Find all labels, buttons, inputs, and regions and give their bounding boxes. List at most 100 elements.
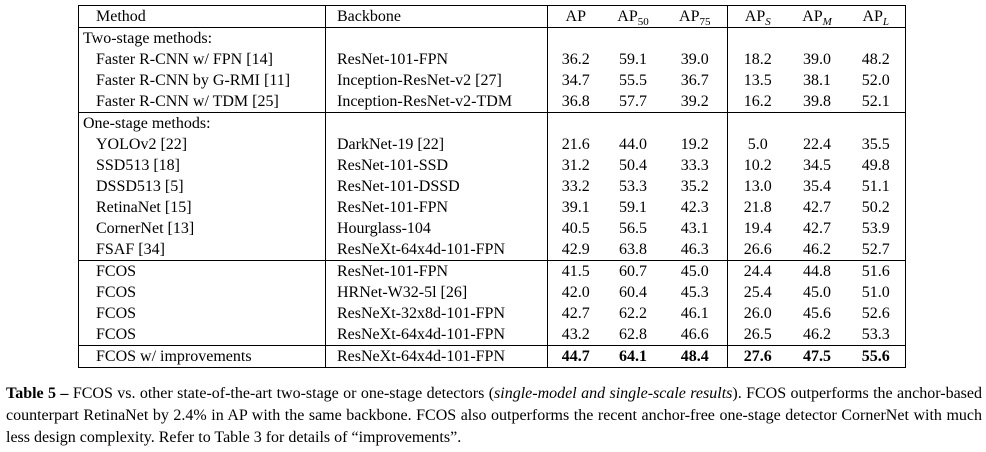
empty-cell [662, 27, 728, 49]
backbone-cell: ResNet-101-FPN [325, 49, 548, 70]
value-cell: 60.4 [619, 284, 647, 301]
empty-cell [846, 112, 906, 134]
value-cell: 36.8 [547, 91, 604, 113]
header-cell: APS [727, 5, 788, 29]
method-cell: Faster R-CNN w/ TDM [25] [78, 91, 326, 113]
method-cell: FCOS [78, 303, 326, 324]
value-cell: 38.1 [803, 72, 831, 89]
backbone-cell: ResNet-101-FPN [325, 197, 548, 218]
header-cell: AP [547, 5, 604, 28]
value-cell: 46.2 [787, 324, 847, 346]
empty-cell [325, 112, 548, 134]
backbone-cell: Hourglass-104 [325, 218, 548, 239]
value-cell: 35.2 [662, 176, 728, 197]
header-subscript: M [822, 16, 832, 29]
caption: Table 5 – FCOS vs. other state-of-the-ar… [6, 383, 982, 449]
value-cell: 46.2 [787, 239, 847, 261]
header-text: Backbone [337, 8, 401, 25]
data-row: FSAF [34] ResNeXt-64x4d-101-FPN 42.9 63.8 46… [78, 239, 906, 261]
value-cell: 34.5 [803, 157, 831, 174]
value-cell: 39.0 [662, 49, 728, 70]
value-cell: 53.3 [846, 324, 906, 346]
method-cell: FCOS [78, 260, 326, 282]
value-cell: 44.0 [619, 136, 647, 153]
table-body: Method Backbone AP AP50 AP75 APS APM APL Two-sta… [78, 5, 906, 368]
header-cell: APM [787, 5, 847, 29]
method-cell: CornerNet [13] [78, 218, 326, 239]
header-cell: APL [846, 5, 906, 29]
method-cell: FCOS [78, 324, 326, 346]
header-subscript: S [765, 16, 771, 29]
empty-cell [846, 27, 906, 49]
value-cell: 40.5 [561, 220, 590, 237]
value-cell: 50.2 [846, 197, 906, 218]
value-cell: 16.2 [727, 91, 788, 113]
data-row: SSD513 [18] ResNet-101-SSD 31.2 50.4 33.3 10.… [78, 155, 906, 176]
value-cell: 35.4 [803, 178, 831, 195]
empty-cell [548, 113, 604, 135]
caption-italic: single-model and single-scale results [494, 385, 733, 402]
value-cell: 50.4 [619, 157, 647, 174]
value-cell: 39.0 [803, 51, 831, 68]
header-text: AP [802, 8, 823, 25]
value-cell: 62.2 [619, 305, 647, 322]
value-cell: 56.5 [619, 220, 647, 237]
value-cell: 45.3 [662, 282, 728, 303]
backbone-cell: ResNet-101-SSD [325, 155, 548, 176]
value-cell: 52.7 [846, 239, 906, 261]
header-text: AP [862, 8, 883, 25]
value-cell: 49.8 [846, 155, 906, 176]
value-cell: 46.6 [662, 324, 728, 346]
method-cell: FCOS [78, 282, 326, 303]
value-cell: 13.5 [743, 72, 772, 89]
data-row: Faster R-CNN by G-RMI [11] Inception-ResN… [78, 70, 906, 91]
data-row: FCOS w/ improvements ResNeXt-64x4d-101-FP… [78, 345, 906, 368]
empty-cell [788, 28, 847, 50]
value-cell: 36.2 [561, 51, 590, 68]
value-cell: 52.6 [846, 303, 906, 324]
method-cell: SSD513 [18] [78, 155, 326, 176]
section-row: One-stage methods: [78, 112, 906, 135]
header-cell: Method [78, 5, 326, 28]
value-cell: 48.2 [846, 49, 906, 70]
backbone-cell: ResNet-101-DSSD [325, 176, 548, 197]
method-cell: Faster R-CNN by G-RMI [11] [78, 70, 326, 91]
method-cell: FSAF [34] [78, 239, 326, 261]
empty-cell [728, 113, 788, 135]
value-cell: 42.3 [662, 197, 728, 218]
value-cell: 42.9 [547, 239, 604, 261]
value-cell: 33.3 [662, 155, 728, 176]
data-row: RetinaNet [15] ResNet-101-FPN 39.1 59.1 42.3… [78, 197, 906, 218]
data-row: YOLOv2 [22] DarkNet-19 [22] 21.6 44.0 19.2 5.… [78, 134, 906, 155]
backbone-cell: ResNeXt-64x4d-101-FPN [325, 239, 548, 261]
value-cell: 64.1 [603, 345, 663, 368]
header-text: AP [744, 8, 766, 25]
backbone-cell: ResNeXt-64x4d-101-FPN [325, 324, 548, 346]
data-row: DSSD513 [5] ResNet-101-DSSD 33.2 53.3 35.2 13… [78, 176, 906, 197]
empty-cell [788, 113, 847, 135]
data-row: FCOS ResNet-101-FPN 41.5 60.7 45.0 24.4 44.8 51… [78, 260, 906, 282]
value-cell: 53.3 [619, 178, 647, 195]
value-cell: 34.7 [561, 72, 590, 89]
value-cell: 53.9 [846, 218, 906, 239]
data-row: FCOS ResNeXt-64x4d-101-FPN 43.2 62.8 46.6 26.… [78, 324, 906, 346]
value-cell: 26.0 [743, 305, 772, 322]
backbone-cell: DarkNet-19 [22] [325, 134, 548, 155]
value-cell: 52.0 [846, 70, 906, 91]
header-subscript: L [882, 16, 890, 29]
method-cell: DSSD513 [5] [78, 176, 326, 197]
value-cell: 43.1 [662, 218, 728, 239]
data-row: FCOS ResNeXt-32x8d-101-FPN 42.7 62.2 46.1 26.… [78, 303, 906, 324]
empty-cell [728, 28, 788, 50]
value-cell: 19.2 [662, 134, 728, 155]
value-cell: 39.1 [561, 199, 590, 216]
value-cell: 46.1 [662, 303, 728, 324]
value-cell: 10.2 [743, 157, 772, 174]
value-cell: 25.4 [743, 284, 772, 301]
empty-cell [325, 27, 548, 49]
value-cell: 48.4 [662, 345, 728, 368]
value-cell: 45.0 [803, 284, 831, 301]
header-cell: Backbone [325, 5, 548, 28]
header-cell: AP75 [662, 5, 728, 28]
value-cell: 42.0 [561, 284, 590, 301]
